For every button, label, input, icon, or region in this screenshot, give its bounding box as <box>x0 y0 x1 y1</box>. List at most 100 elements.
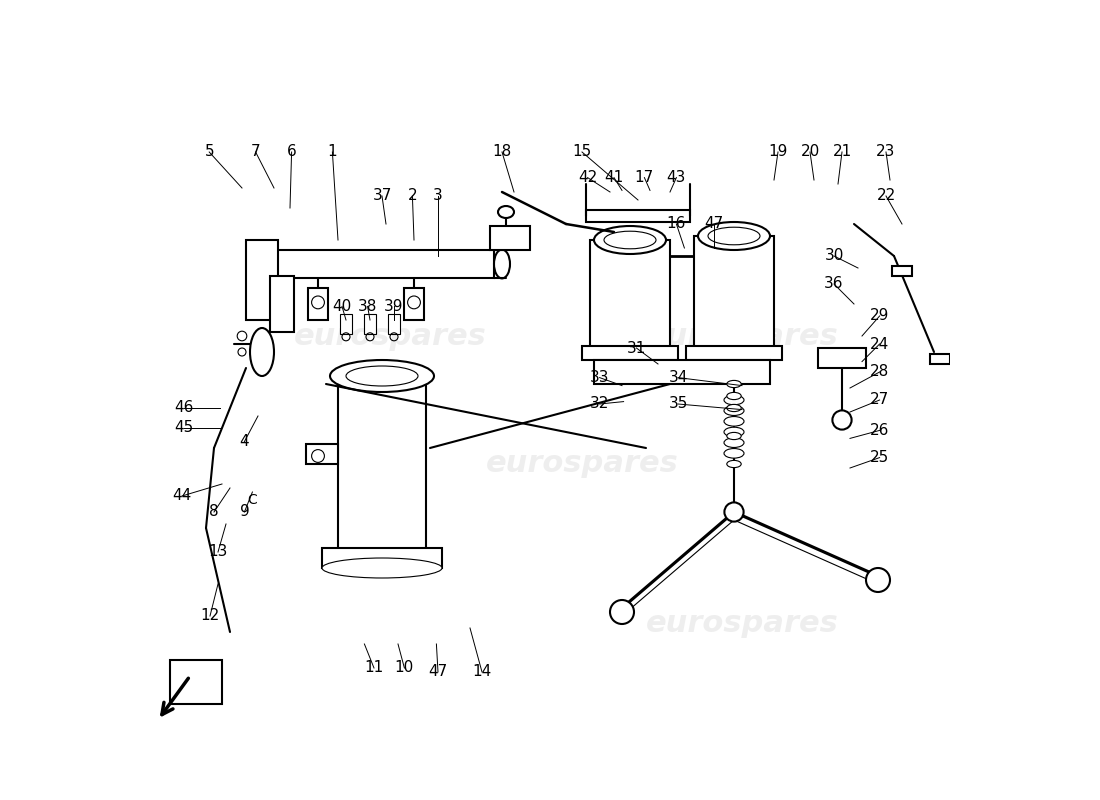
Ellipse shape <box>322 558 442 578</box>
Text: 26: 26 <box>870 423 889 438</box>
Ellipse shape <box>727 460 741 467</box>
Bar <box>246 240 278 320</box>
Text: 39: 39 <box>384 299 404 314</box>
Text: 18: 18 <box>493 145 512 159</box>
Text: 40: 40 <box>332 299 352 314</box>
Text: 9: 9 <box>240 505 250 519</box>
Ellipse shape <box>708 227 760 245</box>
Bar <box>340 314 352 334</box>
Bar <box>594 360 770 384</box>
Text: 44: 44 <box>173 489 191 503</box>
Text: 31: 31 <box>627 341 646 355</box>
Ellipse shape <box>724 427 744 437</box>
Text: 38: 38 <box>358 299 377 314</box>
Text: 4: 4 <box>240 434 250 449</box>
Bar <box>405 288 424 320</box>
Ellipse shape <box>724 438 744 447</box>
Text: 33: 33 <box>590 370 609 385</box>
Text: eurospares: eurospares <box>294 322 486 350</box>
Text: 14: 14 <box>472 665 492 679</box>
Text: 23: 23 <box>877 145 895 159</box>
Ellipse shape <box>724 449 744 458</box>
Text: 27: 27 <box>870 393 889 407</box>
Text: 43: 43 <box>667 170 686 185</box>
Text: 34: 34 <box>669 370 688 385</box>
Text: 8: 8 <box>209 505 219 519</box>
Circle shape <box>866 568 890 592</box>
Text: 1: 1 <box>328 145 338 159</box>
Bar <box>254 250 494 278</box>
Ellipse shape <box>724 395 744 405</box>
Text: 47: 47 <box>704 217 724 231</box>
Text: 20: 20 <box>801 145 820 159</box>
Ellipse shape <box>346 366 418 386</box>
Text: 16: 16 <box>667 217 686 231</box>
Text: 45: 45 <box>174 421 194 435</box>
Bar <box>586 210 690 222</box>
Ellipse shape <box>724 406 744 415</box>
Text: 35: 35 <box>669 397 688 411</box>
Bar <box>930 354 950 364</box>
Text: 41: 41 <box>604 170 624 185</box>
Text: 47: 47 <box>428 665 448 679</box>
Text: 21: 21 <box>833 145 851 159</box>
Text: 3: 3 <box>433 189 443 203</box>
Text: 42: 42 <box>578 170 597 185</box>
Text: 36: 36 <box>824 277 844 291</box>
Bar <box>590 240 670 352</box>
Ellipse shape <box>594 226 666 254</box>
Bar <box>818 348 866 368</box>
Text: 37: 37 <box>372 189 392 203</box>
Bar <box>694 236 774 352</box>
Circle shape <box>610 600 634 624</box>
Text: eurospares: eurospares <box>646 610 838 638</box>
Bar <box>322 548 442 568</box>
Bar <box>308 288 328 320</box>
Ellipse shape <box>727 392 741 400</box>
Ellipse shape <box>330 360 434 392</box>
Bar <box>170 660 222 704</box>
Text: 29: 29 <box>870 309 889 323</box>
Text: 22: 22 <box>877 189 895 203</box>
Ellipse shape <box>604 231 656 249</box>
Ellipse shape <box>250 328 274 376</box>
Text: 7: 7 <box>251 145 261 159</box>
Text: 5: 5 <box>205 145 214 159</box>
Text: 32: 32 <box>590 397 609 411</box>
Text: 17: 17 <box>635 170 654 185</box>
Text: 25: 25 <box>870 450 889 465</box>
Text: 10: 10 <box>395 661 414 675</box>
Bar <box>364 314 376 334</box>
Bar <box>582 346 678 360</box>
Text: eurospares: eurospares <box>646 322 838 350</box>
Text: C: C <box>248 493 257 507</box>
Text: 13: 13 <box>208 545 228 559</box>
Ellipse shape <box>727 432 741 440</box>
Ellipse shape <box>498 206 514 218</box>
Bar <box>892 266 912 276</box>
Text: 46: 46 <box>174 401 194 415</box>
Circle shape <box>725 502 744 522</box>
Ellipse shape <box>494 250 510 278</box>
Text: eurospares: eurospares <box>486 450 679 478</box>
Bar <box>306 444 338 464</box>
Text: 24: 24 <box>870 337 889 351</box>
Text: 11: 11 <box>364 661 384 675</box>
Ellipse shape <box>724 417 744 426</box>
Bar <box>490 226 530 250</box>
Ellipse shape <box>727 380 741 388</box>
Circle shape <box>833 410 851 430</box>
Bar <box>387 314 400 334</box>
Ellipse shape <box>727 404 741 411</box>
Text: 30: 30 <box>824 249 844 263</box>
Ellipse shape <box>698 222 770 250</box>
Text: 19: 19 <box>768 145 788 159</box>
Text: 6: 6 <box>287 145 297 159</box>
Bar <box>338 376 426 552</box>
Bar <box>686 346 782 360</box>
Text: 28: 28 <box>870 365 889 379</box>
Bar <box>270 276 294 332</box>
Text: 15: 15 <box>572 145 592 159</box>
Text: 12: 12 <box>200 609 220 623</box>
Text: 2: 2 <box>408 189 417 203</box>
